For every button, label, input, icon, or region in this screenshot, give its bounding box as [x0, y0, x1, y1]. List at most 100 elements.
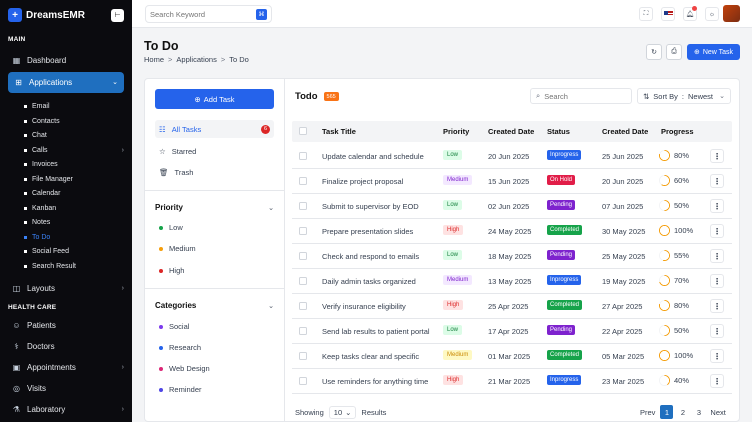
category-filter-reminder[interactable]: Reminder	[159, 385, 202, 394]
row-checkbox[interactable]	[299, 252, 307, 260]
priority-filter-low[interactable]: Low	[159, 223, 183, 232]
table-row[interactable]: Finalize project proposal Medium 15 Jun 20…	[292, 169, 732, 194]
more-options-icon[interactable]: ⋮	[710, 174, 724, 188]
row-checkbox[interactable]	[299, 152, 307, 160]
sidebar-item-invoices[interactable]: Invoices	[24, 158, 132, 173]
more-options-icon[interactable]: ⋮	[710, 324, 724, 338]
language-flag-icon[interactable]	[661, 7, 675, 21]
page-1-button[interactable]: 1	[660, 405, 674, 419]
bell-icon[interactable]: 🔔︎	[683, 6, 697, 21]
task-title[interactable]: Finalize project proposal	[322, 177, 404, 186]
task-title[interactable]: Verify insurance eligibility	[322, 302, 406, 311]
prev-page-button[interactable]: Prev	[640, 407, 656, 417]
print-button[interactable]: ⎙	[666, 44, 682, 60]
breadcrumb-home[interactable]: Home	[144, 55, 165, 64]
page-size-select[interactable]: 10 ⌄	[328, 406, 357, 419]
search-input[interactable]	[150, 9, 250, 19]
sidebar-item-notes[interactable]: Notes	[24, 216, 132, 231]
select-all-checkbox[interactable]	[299, 127, 307, 135]
row-checkbox[interactable]	[299, 202, 307, 210]
avatar[interactable]	[723, 5, 740, 22]
sidebar-item-kanban[interactable]: Kanban	[24, 201, 132, 216]
sidebar-item-file-manager[interactable]: File Manager	[24, 172, 132, 187]
global-search[interactable]: ⌘	[145, 5, 272, 23]
more-options-icon[interactable]: ⋮	[710, 149, 724, 163]
column-header[interactable]: Task Title	[322, 127, 356, 136]
table-row[interactable]: Check and respond to emails Low 18 May 202…	[292, 244, 732, 269]
sidebar-item-search-result[interactable]: Search Result	[24, 259, 132, 274]
sidebar-item-visits[interactable]: ◎ Visits	[0, 378, 132, 399]
more-options-icon[interactable]: ⋮	[710, 249, 724, 263]
priority-section-toggle[interactable]: Priority ⌄	[155, 203, 274, 212]
sidebar-item-social-feed[interactable]: Social Feed	[24, 245, 132, 260]
more-options-icon[interactable]: ⋮	[710, 374, 724, 388]
sidebar-item-email[interactable]: Email	[24, 100, 132, 115]
sidebar-item-layouts[interactable]: ◫ Layouts ›	[0, 278, 132, 299]
sidebar-item-laboratory[interactable]: ⚗ Laboratory ›	[0, 399, 132, 420]
todo-search[interactable]: ⌕	[530, 88, 632, 104]
sidebar-item-calendar[interactable]: Calendar	[24, 187, 132, 202]
sidebar-item-appointments[interactable]: ▣ Appointments ›	[0, 357, 132, 378]
more-options-icon[interactable]: ⋮	[710, 274, 724, 288]
category-filter-research[interactable]: Research	[159, 343, 201, 352]
task-title[interactable]: Keep tasks clear and specific	[322, 352, 420, 361]
sort-dropdown[interactable]: ⇅ Sort By : Newest ⌄	[637, 88, 731, 104]
priority-filter-medium[interactable]: Medium	[159, 244, 196, 253]
row-checkbox[interactable]	[299, 177, 307, 185]
more-options-icon[interactable]: ⋮	[710, 299, 724, 313]
table-row[interactable]: Use reminders for anything time High 21 Ma…	[292, 369, 732, 394]
table-row[interactable]: Keep tasks clear and specific Medium 01 Ma…	[292, 344, 732, 369]
breadcrumb-applications[interactable]: Applications	[176, 55, 217, 64]
more-options-icon[interactable]: ⋮	[710, 224, 724, 238]
task-title[interactable]: Update calendar and schedule	[322, 152, 424, 161]
sidebar-item-contacts[interactable]: Contacts	[24, 114, 132, 129]
table-row[interactable]: Update calendar and schedule Low 20 Jun 20…	[292, 144, 732, 169]
page-3-button[interactable]: 3	[696, 407, 701, 417]
category-filter-web-design[interactable]: Web Design	[159, 364, 210, 373]
sidebar-item-applications[interactable]: ⊞ Applications ⌄	[8, 71, 124, 93]
row-checkbox[interactable]	[299, 302, 307, 310]
categories-section-toggle[interactable]: Categories ⌄	[155, 301, 274, 310]
sidebar-item-dashboard[interactable]: ▦ Dashboard	[0, 50, 132, 71]
page-2-button[interactable]: 2	[680, 407, 685, 417]
filter-all-tasks[interactable]: ☷ All Tasks 6	[155, 120, 274, 138]
column-header[interactable]: Status	[547, 127, 570, 136]
table-row[interactable]: Daily admin tasks organized Medium 13 May …	[292, 269, 732, 294]
table-row[interactable]: Submit to supervisor by EOD Low 02 Jun 202…	[292, 194, 732, 219]
column-header[interactable]: Progress	[661, 127, 694, 136]
more-options-icon[interactable]: ⋮	[710, 349, 724, 363]
table-row[interactable]: Prepare presentation slides High 24 May 20…	[292, 219, 732, 244]
refresh-button[interactable]: ↻	[646, 44, 662, 60]
table-row[interactable]: Send lab results to patient portal Low 17 …	[292, 319, 732, 344]
task-title[interactable]: Send lab results to patient portal	[322, 327, 430, 336]
todo-search-input[interactable]	[544, 91, 625, 101]
column-header[interactable]: Created Date	[488, 127, 535, 136]
filter-starred[interactable]: ☆ Starred	[155, 142, 274, 160]
row-checkbox[interactable]	[299, 327, 307, 335]
next-page-button[interactable]: Next	[710, 407, 726, 417]
task-title[interactable]: Prepare presentation slides	[322, 227, 414, 236]
column-header[interactable]: Created Date	[602, 127, 649, 136]
sidebar-item-calls[interactable]: Calls ›	[24, 143, 132, 158]
new-task-button[interactable]: ⊕ New Task	[687, 44, 740, 60]
collapse-icon[interactable]: ⊢	[111, 8, 124, 22]
row-checkbox[interactable]	[299, 227, 307, 235]
sidebar-item-doctors[interactable]: ⚕ Doctors	[0, 336, 132, 357]
task-title[interactable]: Daily admin tasks organized	[322, 277, 416, 286]
priority-filter-high[interactable]: High	[159, 266, 184, 275]
task-title[interactable]: Submit to supervisor by EOD	[322, 202, 419, 211]
row-checkbox[interactable]	[299, 377, 307, 385]
row-checkbox[interactable]	[299, 277, 307, 285]
sidebar-item-chat[interactable]: Chat	[24, 129, 132, 144]
filter-trash[interactable]: 🗑︎ Trash	[155, 163, 274, 181]
category-filter-social[interactable]: Social	[159, 322, 189, 331]
task-title[interactable]: Check and respond to emails	[322, 252, 420, 261]
row-checkbox[interactable]	[299, 352, 307, 360]
sidebar-item-todo[interactable]: To Do	[24, 230, 132, 245]
more-options-icon[interactable]: ⋮	[710, 199, 724, 213]
add-task-button[interactable]: ⊕ Add Task	[155, 89, 274, 109]
task-title[interactable]: Use reminders for anything time	[322, 377, 429, 386]
fullscreen-icon[interactable]: ⛶	[639, 7, 653, 21]
settings-icon[interactable]: ☼	[705, 7, 719, 21]
column-header[interactable]: Priority	[443, 127, 470, 136]
